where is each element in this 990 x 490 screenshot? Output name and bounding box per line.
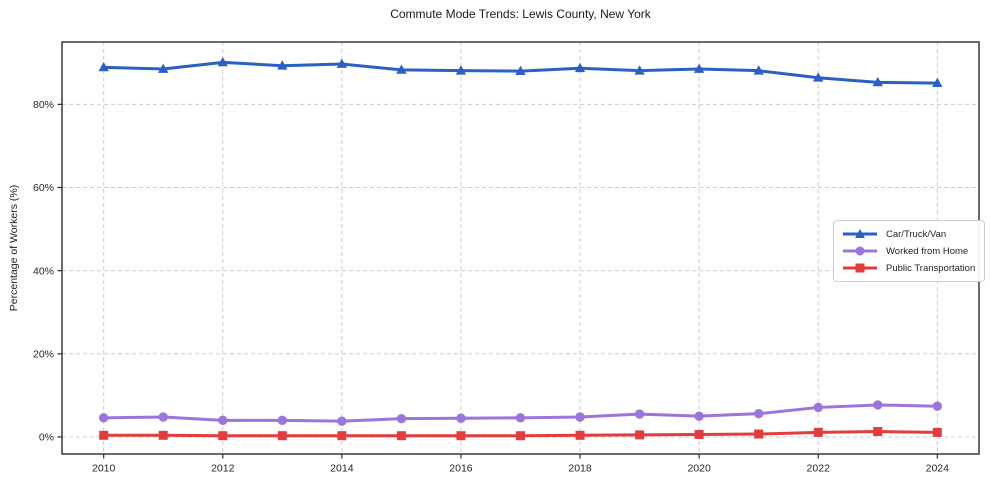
y-tick-label: 80% <box>33 99 54 111</box>
data-point-circle <box>753 408 764 419</box>
data-point-circle <box>515 413 526 423</box>
data-point-square <box>873 427 883 437</box>
data-point-triangle <box>872 76 883 87</box>
triangle-up-icon <box>843 229 877 238</box>
x-tick-label: 2024 <box>926 463 950 475</box>
data-point-circle <box>575 412 585 422</box>
x-tick-label: 2018 <box>568 463 592 475</box>
data-point-circle <box>634 409 645 419</box>
legend-label: Car/Truck/Van <box>886 228 947 240</box>
data-point-square <box>754 429 764 439</box>
legend-item-worked-from-home: Worked from Home <box>841 243 975 259</box>
x-tick-label: 2016 <box>449 463 473 475</box>
legend-label: Worked from Home <box>886 245 969 257</box>
data-point-triangle <box>515 65 526 76</box>
data-point-circle <box>873 400 883 410</box>
data-point-square <box>694 429 704 439</box>
data-point-triangle <box>813 72 824 82</box>
x-tick-label: 2014 <box>330 463 354 475</box>
y-tick-label: 60% <box>33 182 54 194</box>
data-point-square <box>218 431 228 441</box>
data-point-triangle <box>396 64 407 74</box>
data-point-triangle <box>693 63 705 73</box>
chart-title: Commute Mode Trends: Lewis County, New Y… <box>390 7 651 21</box>
legend-item-public-transportation: Public Transportation <box>841 260 975 276</box>
data-point-square <box>813 427 823 437</box>
x-tick-label: 2020 <box>687 463 711 475</box>
data-point-triangle <box>336 58 348 68</box>
legend-item-car-truck-van: Car/Truck/Van <box>841 226 975 242</box>
data-point-triangle <box>158 63 169 73</box>
data-point-square <box>396 431 406 441</box>
data-point-circle <box>98 413 109 423</box>
data-point-triangle <box>455 65 467 75</box>
data-point-square <box>456 431 466 441</box>
y-tick-label: 40% <box>33 265 54 277</box>
x-tick-label: 2012 <box>211 463 235 475</box>
data-point-triangle <box>932 77 943 88</box>
legend-label: Public Transportation <box>886 262 976 274</box>
data-point-triangle <box>634 65 645 75</box>
circle-icon <box>843 246 877 256</box>
data-point-circle <box>456 413 466 423</box>
data-point-square <box>575 430 585 440</box>
square-icon <box>843 263 877 273</box>
data-point-square <box>635 430 645 440</box>
data-point-square <box>158 430 168 440</box>
x-tick-label: 2022 <box>807 463 831 475</box>
data-point-triangle <box>753 65 764 75</box>
data-point-triangle <box>98 61 109 72</box>
data-point-circle <box>158 412 168 422</box>
data-point-triangle <box>574 62 586 73</box>
data-point-triangle <box>217 56 228 67</box>
data-point-circle <box>337 416 347 426</box>
data-point-circle <box>396 413 407 424</box>
data-point-circle <box>218 415 228 426</box>
data-point-circle <box>813 402 823 413</box>
data-point-circle <box>694 411 704 421</box>
y-tick-label: 20% <box>33 349 54 361</box>
y-tick-label: 0% <box>39 432 54 444</box>
data-point-circle <box>277 415 288 426</box>
data-point-square <box>337 431 347 441</box>
legend: Car/Truck/Van Worked from Home Public Tr… <box>833 220 986 282</box>
data-point-square <box>99 430 109 440</box>
data-point-square <box>932 427 942 437</box>
data-point-circle <box>932 401 943 411</box>
data-point-square <box>277 431 287 441</box>
x-tick-label: 2010 <box>92 463 116 475</box>
data-point-square <box>516 431 525 441</box>
data-point-triangle <box>277 60 288 70</box>
